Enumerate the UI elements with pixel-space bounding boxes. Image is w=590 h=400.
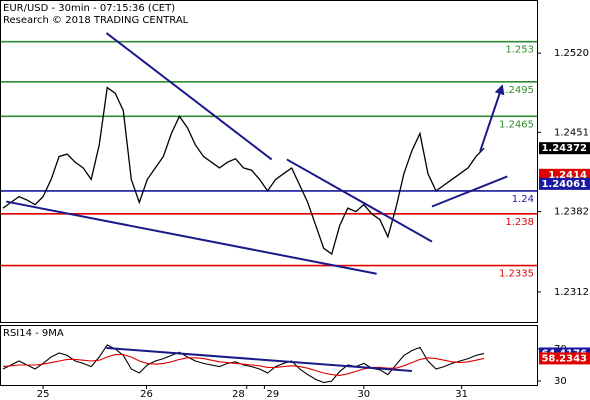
- y-tick-label: 1.2312: [554, 287, 589, 298]
- price-tag: [539, 168, 590, 181]
- x-tick-label: 29: [266, 389, 279, 400]
- level-label: 1.253: [505, 45, 534, 56]
- x-tick-label: 30: [357, 389, 370, 400]
- x-tick-label: 31: [455, 389, 468, 400]
- price-tag-label: 1.2414: [548, 170, 587, 181]
- x-tick-label: 26: [140, 389, 153, 400]
- price-tag: [539, 352, 590, 365]
- level-label: 1.2335: [499, 269, 534, 280]
- x-tick-label: 28: [232, 389, 245, 400]
- series-line: [2, 86, 485, 256]
- rsi-panel: [0, 325, 538, 386]
- trendline: [286, 158, 433, 243]
- y-tick-label: 1.2382: [554, 207, 589, 218]
- x-tick-label: 25: [37, 389, 50, 400]
- trendline: [6, 200, 377, 275]
- level-label: 1.24: [512, 194, 534, 205]
- price-tag-label: 58.2343: [541, 353, 587, 364]
- level-label: 1.2465: [499, 119, 534, 130]
- price-tag-label: 1.24372: [541, 143, 587, 154]
- rsi-title: RSI14 - 9MA: [3, 328, 64, 339]
- chart-subtitle: Research © 2018 TRADING CENTRAL: [3, 15, 189, 26]
- y-tick-label: 1.2520: [554, 48, 589, 59]
- series-line: [2, 344, 485, 384]
- trendline: [105, 32, 273, 161]
- series-line: [2, 354, 485, 376]
- price-tag-label: 1.24061: [541, 179, 587, 190]
- trendline: [431, 175, 508, 208]
- level-label: 1.2495: [499, 85, 534, 96]
- y-tick-label: 1.2451: [554, 127, 589, 138]
- price-tag: [539, 177, 590, 190]
- trendline: [479, 84, 505, 152]
- level-label: 1.238: [505, 217, 534, 228]
- trendline: [106, 347, 412, 372]
- price-tag: [539, 142, 590, 155]
- price-panel: [0, 0, 538, 323]
- chart-title: EUR/USD - 30min - 07:15:36 (CET): [3, 3, 175, 14]
- y-tick-label: 30: [554, 376, 567, 387]
